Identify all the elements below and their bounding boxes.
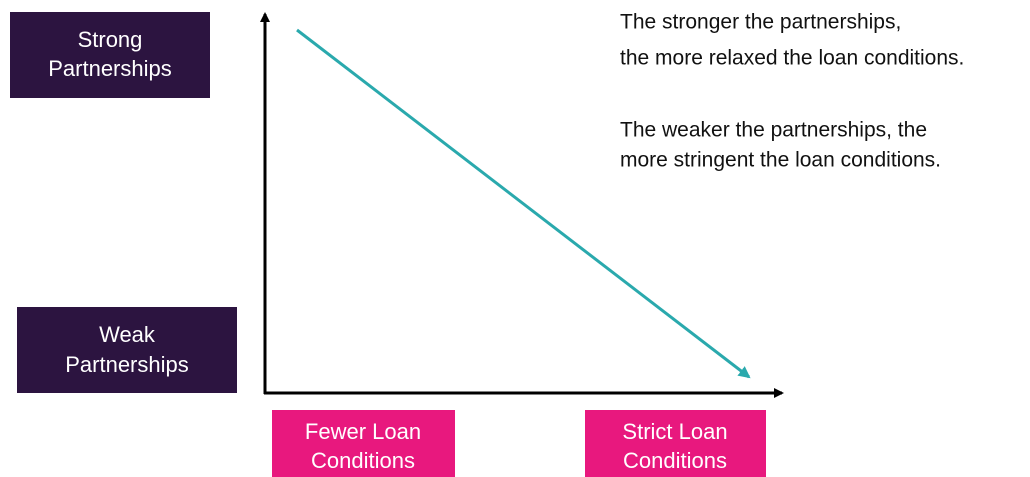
note-line: the more relaxed the loan conditions.: [620, 47, 964, 70]
trend-arrow: [296, 28, 751, 379]
fewer-box: [272, 410, 455, 477]
weak-box: [17, 307, 237, 393]
x-label: Fewer Loan: [305, 419, 421, 444]
strong-box: [10, 12, 210, 98]
x-label: Strict Loan: [622, 419, 727, 444]
x-label: Conditions: [623, 448, 727, 473]
note-line: The weaker the partnerships, the: [620, 119, 927, 142]
strict-box: [585, 410, 766, 477]
y-label: Partnerships: [48, 56, 172, 81]
y-label: Strong: [78, 27, 143, 52]
y-label: Weak: [99, 322, 156, 347]
y-label: Partnerships: [65, 352, 189, 377]
note-line: The stronger the partnerships,: [620, 11, 901, 34]
note-line: more stringent the loan conditions.: [620, 149, 941, 172]
x-label: Conditions: [311, 448, 415, 473]
